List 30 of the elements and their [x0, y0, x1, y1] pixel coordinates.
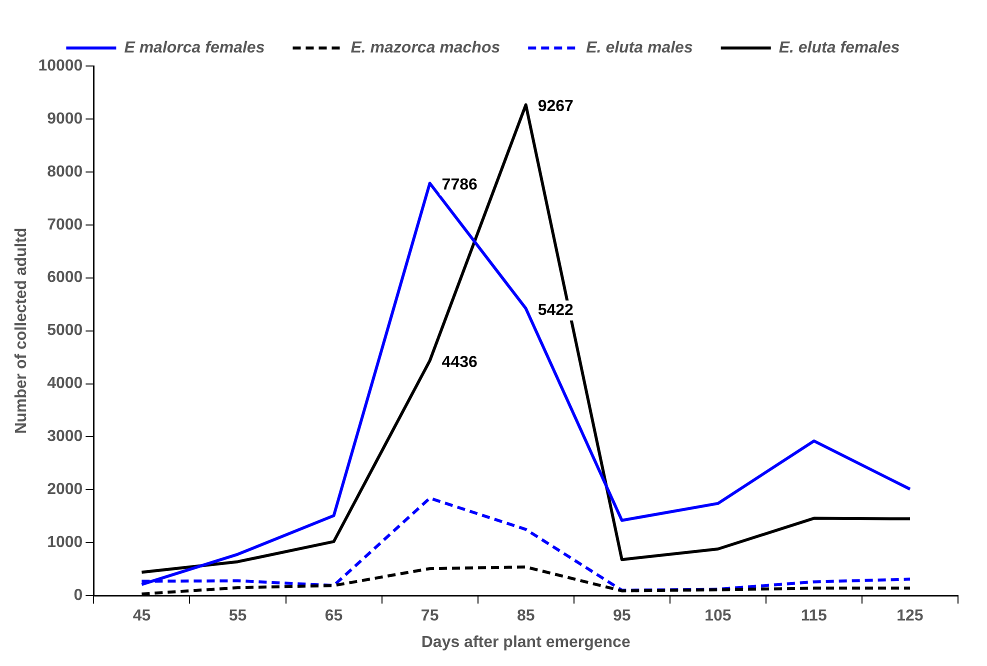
y-tick-label: 5000	[47, 322, 83, 340]
legend-label: E. eluta males	[586, 39, 693, 56]
y-tick-label: 8000	[47, 163, 83, 180]
y-tick-label: 3000	[47, 428, 83, 446]
x-tick-label: 65	[324, 608, 343, 625]
data-label: 4436	[442, 354, 478, 372]
legend-label: E. mazorca machos	[350, 39, 500, 56]
data-label: 7786	[442, 176, 478, 194]
x-tick-label: 45	[132, 608, 151, 625]
y-axis-title: Number of collected adultd	[13, 228, 30, 434]
x-tick-label: 105	[704, 608, 732, 625]
x-tick-label: 115	[801, 608, 827, 625]
y-tick-label: 10000	[38, 57, 83, 74]
legend-label: E malorca females	[124, 39, 265, 56]
data-label: 5422	[538, 302, 574, 319]
y-tick-label: 1000	[47, 534, 83, 552]
x-axis-title: Days after plant emergence	[421, 634, 630, 651]
legend-label: E. eluta females	[778, 39, 900, 56]
x-tick-label: 125	[896, 608, 924, 625]
y-tick-label: 9000	[47, 110, 83, 128]
y-tick-label: 4000	[47, 375, 83, 392]
y-tick-label: 6000	[47, 269, 83, 286]
x-tick-label: 95	[612, 608, 631, 625]
y-tick-label: 2000	[47, 481, 83, 498]
x-tick-label: 55	[228, 608, 247, 625]
x-tick-label: 75	[420, 608, 439, 625]
y-tick-label: 7000	[47, 216, 83, 234]
data-label: 9267	[538, 98, 574, 116]
x-tick-label: 85	[516, 608, 535, 625]
y-tick-label: 0	[74, 587, 83, 604]
